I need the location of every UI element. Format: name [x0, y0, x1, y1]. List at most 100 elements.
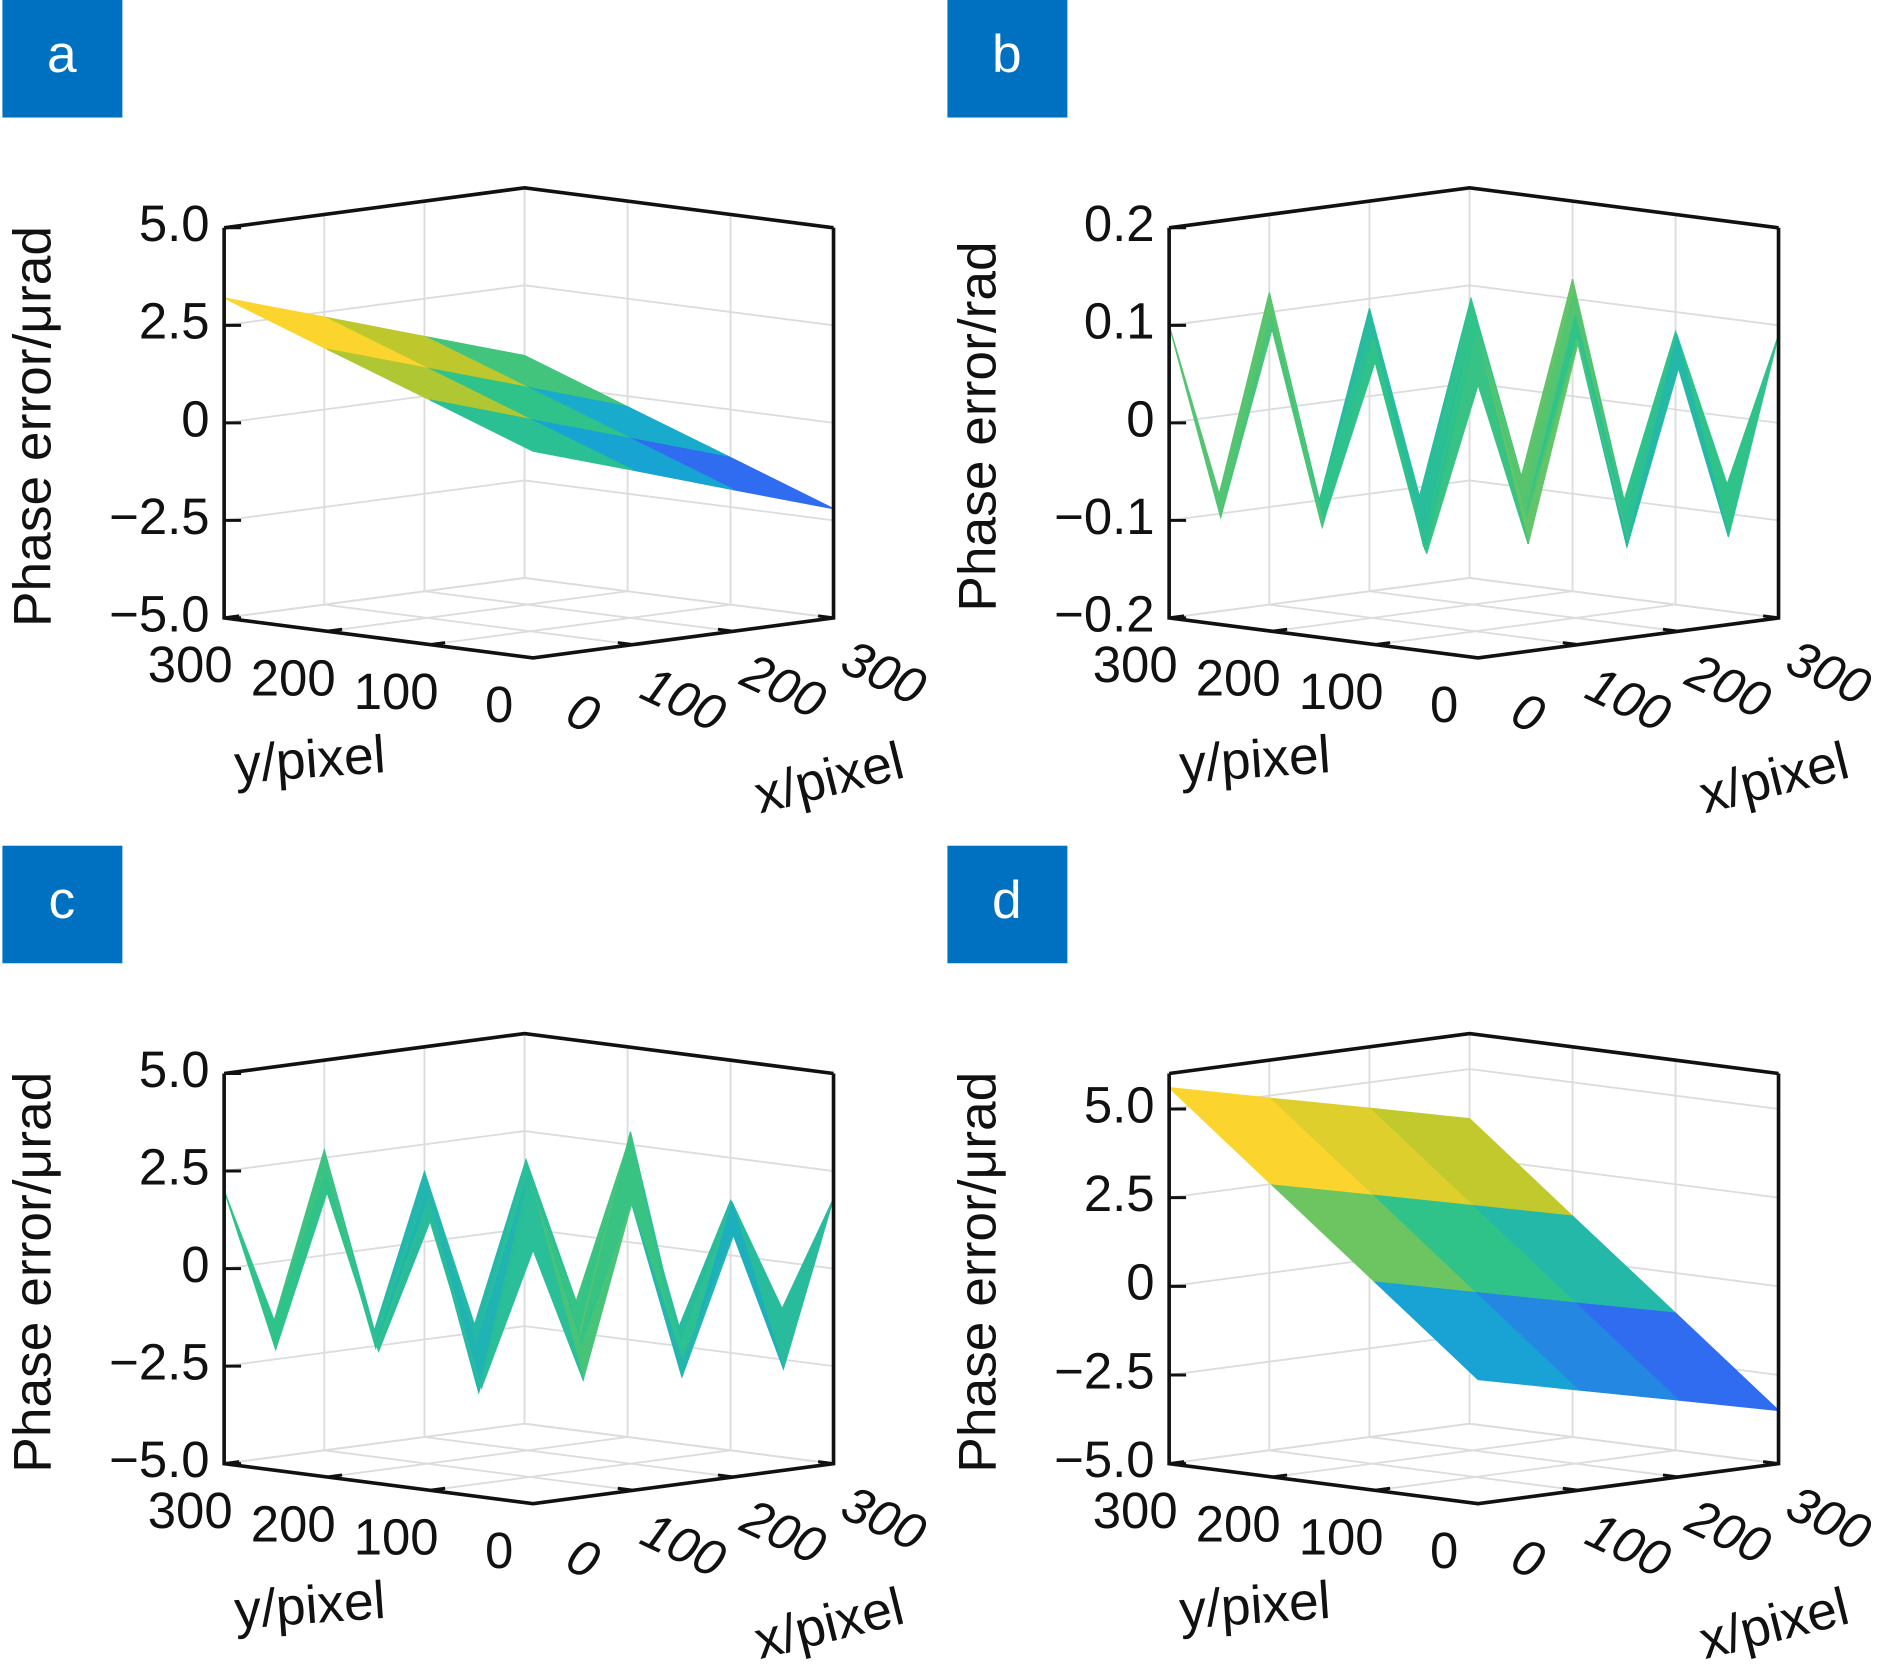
- y-tick-label: 200: [1196, 650, 1281, 707]
- y-tick-label: 100: [1299, 1509, 1384, 1566]
- grid-line: [1269, 603, 1579, 646]
- y-tick: [1168, 614, 1185, 620]
- surface-patch: [429, 399, 634, 471]
- x-tick: [517, 654, 534, 660]
- z-tick-label: −0.1: [1054, 488, 1154, 545]
- x-tick-label: 100: [633, 655, 734, 743]
- x-tick: [817, 1460, 834, 1466]
- grid-line: [429, 1449, 731, 1492]
- x-tick: [1462, 1500, 1479, 1506]
- z-tick-label: 2.5: [139, 1138, 210, 1195]
- panel-label: a: [47, 25, 77, 84]
- y-axis-label: y/pixel: [1178, 725, 1333, 794]
- z-axis-label: Phase error/μrad: [3, 226, 62, 627]
- surface-patch: [1373, 1281, 1580, 1391]
- surface-patch: [480, 1185, 584, 1388]
- x-tick-label: 300: [833, 629, 934, 717]
- grid-line: [1271, 590, 1573, 633]
- y-tick-label: 0: [485, 676, 513, 733]
- x-tick: [1562, 1486, 1579, 1492]
- axis-box: [1168, 1031, 1779, 1076]
- x-tick: [1762, 614, 1779, 620]
- x-tick-label: 0: [1503, 681, 1553, 745]
- z-tick-label: 0: [1126, 390, 1154, 447]
- surface-patch: [1574, 315, 1678, 547]
- y-tick-label: 300: [148, 1482, 233, 1539]
- z-tick-label: 0.2: [1084, 195, 1155, 252]
- z-tick-label: 0: [181, 390, 209, 447]
- grid-line: [1169, 479, 1779, 522]
- y-tick: [223, 1460, 240, 1466]
- y-tick: [1477, 1500, 1494, 1506]
- panel-label: d: [992, 871, 1022, 930]
- x-tick-label: 100: [633, 1501, 734, 1589]
- x-tick-label: 300: [833, 1474, 934, 1562]
- panel-label-box: [2, 0, 123, 118]
- grid-line: [324, 603, 634, 646]
- x-tick: [1762, 1460, 1779, 1466]
- x-tick-label: 0: [558, 681, 608, 745]
- y-tick: [1168, 1460, 1185, 1466]
- grid-line: [424, 590, 734, 633]
- y-tick: [326, 627, 343, 633]
- x-tick: [1562, 641, 1579, 647]
- y-tick-label: 200: [251, 650, 336, 707]
- x-axis-label: x/pixel: [749, 1577, 910, 1666]
- z-tick-label: 5.0: [1084, 1076, 1155, 1133]
- grid-line: [1374, 1449, 1676, 1492]
- grid-line: [1269, 1449, 1579, 1492]
- panel-label-box: [947, 0, 1068, 118]
- grid-line: [224, 186, 834, 229]
- grid-line: [224, 479, 834, 522]
- z-tick-label: −0.2: [1054, 585, 1154, 642]
- grid-line: [1169, 1068, 1779, 1110]
- grid-line: [224, 284, 834, 327]
- y-tick-label: 300: [1093, 1482, 1178, 1539]
- y-tick: [532, 1500, 549, 1506]
- x-tick: [817, 614, 834, 620]
- y-tick-label: 0: [1430, 1522, 1458, 1579]
- y-tick: [1477, 654, 1494, 660]
- z-tick-label: 0: [181, 1236, 209, 1293]
- x-tick-label: 0: [558, 1526, 608, 1590]
- z-tick-label: 5.0: [139, 195, 210, 252]
- z-tick-label: −2.5: [1054, 1342, 1154, 1399]
- grid-line: [1369, 590, 1679, 633]
- z-tick-label: 2.5: [139, 293, 210, 350]
- z-axis-label: Phase error/rad: [948, 241, 1007, 611]
- z-axis-label: Phase error/μrad: [3, 1072, 62, 1473]
- y-axis-label: y/pixel: [233, 1571, 388, 1640]
- y-tick-label: 200: [251, 1495, 336, 1552]
- x-tick: [517, 1500, 534, 1506]
- y-tick: [1271, 1473, 1288, 1479]
- grid-line: [326, 590, 628, 633]
- grid-line: [224, 1422, 834, 1465]
- x-tick-label: 200: [732, 1487, 834, 1575]
- x-tick: [617, 641, 634, 647]
- x-tick-label: 100: [1578, 655, 1679, 743]
- panel-label: c: [48, 871, 75, 930]
- grid-line: [224, 1130, 834, 1172]
- y-tick: [326, 1473, 343, 1479]
- grid-line: [224, 1032, 834, 1075]
- axis-box: [223, 1031, 834, 1076]
- z-tick-label: 5.0: [139, 1041, 210, 1098]
- x-tick-label: 200: [1677, 642, 1779, 730]
- grid-line: [224, 1325, 834, 1368]
- x-tick: [1662, 1473, 1679, 1479]
- x-axis-label: x/pixel: [749, 731, 910, 825]
- x-tick: [717, 1473, 734, 1479]
- z-tick-label: 0: [1126, 1254, 1154, 1311]
- x-tick-label: 300: [1778, 1474, 1879, 1562]
- surface-patch: [1676, 334, 1780, 537]
- x-tick-label: 200: [1677, 1487, 1779, 1575]
- z-tick-label: −5.0: [109, 1431, 209, 1488]
- surface-patch: [1220, 315, 1323, 528]
- y-axis-label: y/pixel: [233, 725, 388, 794]
- y-tick-label: 300: [1093, 636, 1178, 693]
- axis-box: [223, 185, 834, 230]
